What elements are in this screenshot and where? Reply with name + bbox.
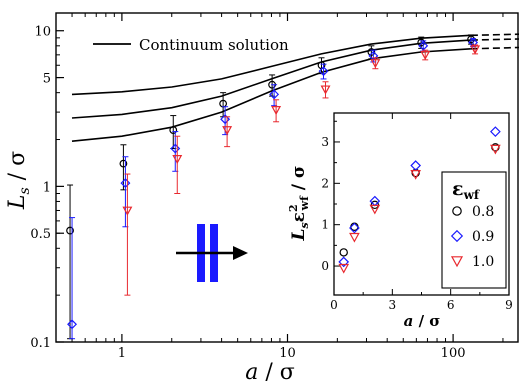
data-point [66, 226, 74, 235]
continuum-line-dashed-2 [470, 38, 519, 41]
data-point [122, 206, 133, 216]
x-axis-label-main: a [245, 360, 258, 384]
data-point [318, 66, 329, 77]
continuum-line-dashed-3 [470, 46, 519, 50]
data-point [172, 155, 183, 165]
inset-y-axis-label-main: L [289, 229, 309, 242]
inset-legend-title-main: ε [452, 178, 464, 200]
continuum-line-3 [71, 48, 471, 142]
y-tick-label: 0.5 [30, 227, 51, 242]
data-point [269, 89, 280, 100]
inset-data-point [338, 263, 350, 274]
data-point [220, 114, 231, 125]
inset-legend-label: 0.8 [472, 204, 494, 220]
y-tick-label: 1 [43, 180, 51, 195]
continuum-line-2 [71, 39, 471, 119]
inset-data-point [349, 232, 360, 243]
inset-x-tick-label: 0 [330, 298, 338, 312]
inset-legend-box [441, 171, 507, 289]
inset-data-point [339, 248, 348, 257]
inset-data-point [338, 256, 350, 268]
data-point [320, 85, 331, 95]
data-point [367, 48, 376, 56]
inset-y-tick-label: 2 [321, 176, 329, 190]
y-tick-label: 0.1 [30, 336, 51, 351]
data-point [67, 319, 78, 330]
inset-legend-label: 1.0 [472, 254, 494, 270]
data-point [169, 126, 178, 134]
inset-x-tick-label: 3 [389, 298, 397, 312]
inset-legend: εwf 0.8 0.9 1.0 [441, 171, 507, 289]
inset-y-axis-label: Lsε2wf / σ [287, 166, 311, 242]
inset-x-axis-label-sep: / [413, 312, 429, 330]
inset-x-tick-label: 9 [505, 298, 513, 312]
inset-data-point [410, 170, 421, 180]
inset-data-point [490, 144, 501, 155]
inset-x-axis-label: a / σ [404, 312, 441, 330]
inset-x-axis-label-main: a [404, 312, 414, 330]
inset-y-axis-label-sep: / [289, 178, 309, 196]
x-tick-label: 1 [118, 346, 126, 361]
inset-y-tick-label: 0 [321, 259, 329, 273]
x-axis-label-unit: σ [280, 360, 295, 384]
x-axis-label: a / σ [245, 360, 295, 384]
inset-x-tick-label: 6 [447, 298, 455, 312]
continuum-line-1 [71, 34, 471, 96]
y-tick-label: 5 [43, 72, 51, 87]
inset-legend-title: εwf [452, 178, 480, 202]
x-tick-label: 10 [279, 346, 296, 361]
main-legend: Continuum solution [93, 36, 289, 54]
y-axis-label-main: L [5, 195, 30, 211]
data-point [170, 143, 181, 154]
data-point [222, 126, 233, 136]
y-axis-label: Ls / σ [5, 151, 33, 210]
data-point [470, 45, 481, 55]
x-tick-label: 100 [441, 346, 466, 361]
continuum-line-dashed-1 [470, 33, 519, 37]
inset-y-axis-label-sub2: wf [298, 195, 311, 211]
y-axis-label-sep: / [5, 166, 30, 187]
inset-y-tick-label: 3 [321, 135, 329, 149]
x-axis-label-sep: / [258, 360, 279, 384]
inset-legend-marker [450, 229, 464, 243]
main-series-eps-1 [122, 44, 481, 296]
inset-data-point [349, 222, 360, 234]
inset-data-point [369, 204, 381, 215]
inset-y-tick-label: 1 [321, 218, 329, 232]
y-axis-label-unit: σ [5, 151, 30, 166]
inset-legend-marker [452, 206, 462, 216]
data-point [271, 105, 282, 116]
data-point [370, 59, 381, 69]
inset-legend-label: 0.9 [472, 229, 494, 245]
y-tick-label: 10 [34, 25, 51, 40]
arrow-head [233, 246, 248, 260]
data-point [468, 37, 479, 48]
inset-y-axis-label-unit: σ [289, 166, 309, 179]
inset-x-axis-label-unit: σ [429, 312, 440, 330]
inset-data-point [490, 126, 501, 137]
data-point [420, 50, 431, 61]
inset-legend-title-sub: wf [463, 188, 480, 202]
inset-y-axis-label-sub: s [298, 222, 311, 228]
data-point [119, 159, 128, 168]
y-axis-label-sub: s [17, 187, 33, 194]
inset-legend-marker [450, 256, 464, 268]
inset-series-eps-1 [338, 144, 501, 274]
arrow-annotation [176, 224, 248, 282]
data-point [120, 178, 131, 189]
inset-y-axis-label-sup: 2 [287, 204, 300, 212]
inset-y-axis-label-mid: ε [289, 212, 309, 222]
legend-label: Continuum solution [139, 36, 289, 54]
